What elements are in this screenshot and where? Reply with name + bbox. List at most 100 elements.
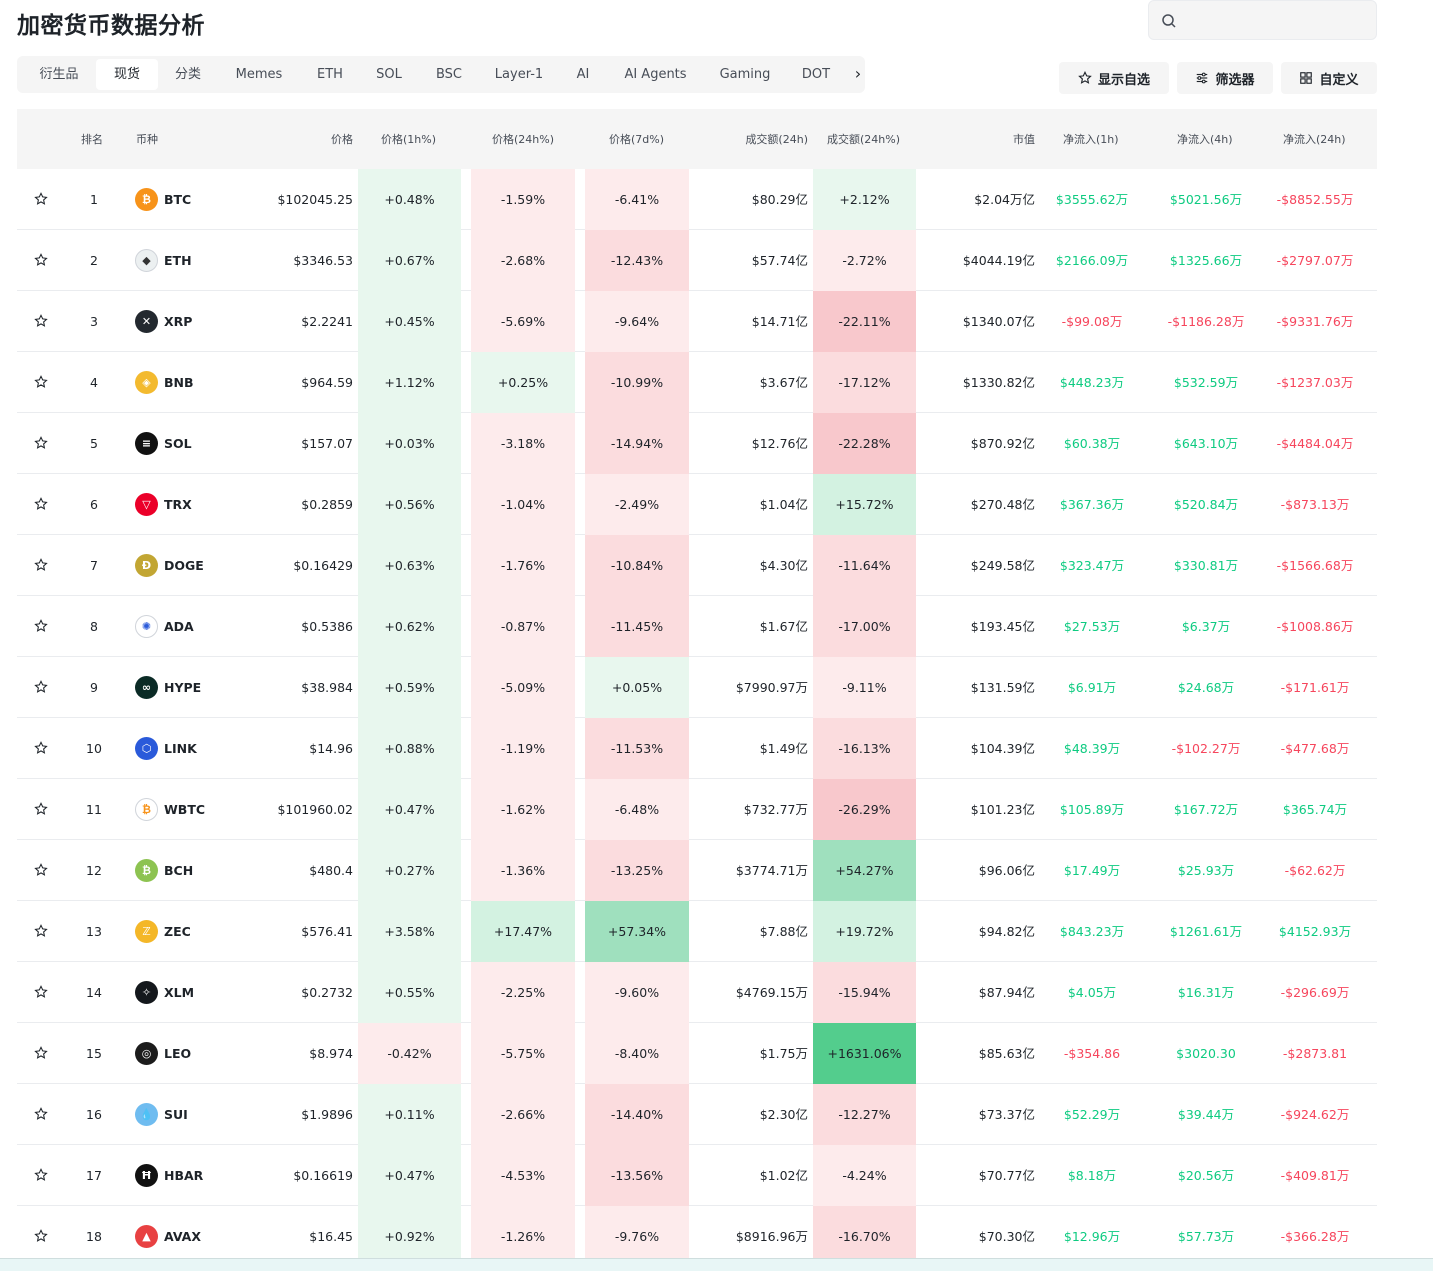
table-row[interactable]: 11 ₿ WBTC $101960.02 +0.47% -1.62% -6.48% $732.… — [17, 779, 1377, 840]
watchlist-star-icon[interactable] — [34, 436, 48, 450]
search-box[interactable] — [1148, 0, 1377, 40]
table-row[interactable]: 1 ₿ BTC $102045.25 +0.48% -1.59% -6.41% $80.29亿… — [17, 169, 1377, 230]
watchlist-star-icon[interactable] — [34, 863, 48, 877]
table-row[interactable]: 3 ✕ XRP $2.2241 +0.45% -5.69% -9.64% $14.71亿 -22… — [17, 291, 1377, 352]
table-row[interactable]: 2 ◆ ETH $3346.53 +0.67% -2.68% -12.43% $57.74亿 -… — [17, 230, 1377, 291]
chevron-right-icon[interactable]: › — [854, 64, 862, 83]
volume-change-24h: +19.72% — [835, 924, 894, 939]
heat-cell — [471, 962, 575, 1023]
netflow-1h: -$354.86 — [1063, 1046, 1121, 1061]
coin-symbol[interactable]: LEO — [164, 1046, 192, 1061]
coin-symbol[interactable]: TRX — [164, 497, 192, 512]
table-row[interactable]: 4 ◈ BNB $964.59 +1.12% +0.25% -10.99% $3.67亿 -17… — [17, 352, 1377, 413]
volume-24h: $3774.71万 — [735, 863, 808, 878]
price-change-1h: -0.42% — [387, 1046, 432, 1061]
coin-symbol[interactable]: ZEC — [164, 924, 191, 939]
watchlist-star-icon[interactable] — [34, 802, 48, 816]
coin-symbol[interactable]: DOGE — [164, 558, 204, 573]
table-row[interactable]: 7 Ð DOGE $0.16429 +0.63% -1.76% -10.84% $4.30亿 -… — [17, 535, 1377, 596]
watchlist-star-icon[interactable] — [34, 1046, 48, 1060]
watchlist-star-icon[interactable] — [34, 1168, 48, 1182]
coin-symbol[interactable]: SOL — [164, 436, 192, 451]
bitcoin-icon: ₿ — [135, 188, 158, 211]
table-row[interactable]: 17 Ħ HBAR $0.16619 +0.47% -4.53% -13.56% $1.02亿… — [17, 1145, 1377, 1206]
watchlist-star-icon[interactable] — [34, 985, 48, 999]
watchlist-star-icon[interactable] — [34, 1229, 48, 1243]
col-price-24h[interactable]: 价格(24h%) — [492, 133, 555, 146]
coin-symbol[interactable]: SUI — [164, 1107, 188, 1122]
coin-symbol[interactable]: AVAX — [164, 1229, 201, 1244]
watchlist-star-icon[interactable] — [34, 253, 48, 267]
table-row[interactable]: 6 ▽ TRX $0.2859 +0.56% -1.04% -2.49% $1.04亿 +15.… — [17, 474, 1377, 535]
watchlist-star-icon[interactable] — [34, 1107, 48, 1121]
coin-symbol[interactable]: BCH — [164, 863, 194, 878]
heat-cell — [358, 779, 461, 840]
col-netflow-1h[interactable]: 净流入(1h) — [1063, 133, 1119, 146]
horizontal-scrollbar[interactable] — [0, 1258, 1433, 1271]
col-market-cap[interactable]: 市值 — [1013, 133, 1035, 146]
coin-symbol[interactable]: WBTC — [164, 802, 206, 817]
netflow-1h: $27.53万 — [1063, 619, 1121, 634]
price: $0.2732 — [301, 985, 353, 1000]
table-row[interactable]: 8 ✺ ADA $0.5386 +0.62% -0.87% -11.45% $1.67亿 -17… — [17, 596, 1377, 657]
col-price-1h[interactable]: 价格(1h%) — [381, 133, 437, 146]
col-netflow-4h[interactable]: 净流入(4h) — [1177, 133, 1233, 146]
filter-label: 筛选器 — [1215, 72, 1255, 88]
table-row[interactable]: 14 ✧ XLM $0.2732 +0.55% -2.25% -9.60% $4769.15万… — [17, 962, 1377, 1023]
coin-symbol[interactable]: ETH — [164, 253, 192, 268]
tab-dot[interactable]: DOT — [801, 67, 831, 82]
watchlist-star-icon[interactable] — [34, 497, 48, 511]
coin-symbol[interactable]: HBAR — [164, 1168, 204, 1183]
coin-symbol[interactable]: XLM — [164, 985, 195, 1000]
tab-ai-agents[interactable]: AI Agents — [624, 67, 687, 82]
col-volume-change[interactable]: 成交额(24h%) — [827, 133, 901, 146]
tab-分类[interactable]: 分类 — [174, 67, 201, 82]
table-row[interactable]: 9 ∞ HYPE $38.984 +0.59% -5.09% +0.05% $7990.97万… — [17, 657, 1377, 718]
table-row[interactable]: 10 ⬡ LINK $14.96 +0.88% -1.19% -11.53% $1.49亿 -1… — [17, 718, 1377, 779]
tab-layer-1[interactable]: Layer-1 — [494, 67, 544, 82]
customize-button[interactable]: 自定义 — [1281, 62, 1377, 94]
coin-symbol[interactable]: BTC — [164, 192, 192, 207]
price-change-24h: -1.62% — [500, 802, 546, 817]
watchlist-star-icon[interactable] — [34, 619, 48, 633]
col-price[interactable]: 价格 — [331, 133, 353, 146]
col-price-7d[interactable]: 价格(7d%) — [609, 133, 665, 146]
table-row[interactable]: 18 ▲ AVAX $16.45 +0.92% -1.26% -9.76% $8916.96万… — [17, 1206, 1377, 1267]
tab-sol[interactable]: SOL — [376, 67, 402, 82]
netflow-24h: -$1237.03万 — [1276, 375, 1354, 390]
watchlist-star-icon[interactable] — [34, 192, 48, 206]
col-netflow-24h[interactable]: 净流入(24h) — [1283, 133, 1346, 146]
tab-衍生品[interactable]: 衍生品 — [39, 67, 79, 82]
watchlist-star-icon[interactable] — [34, 924, 48, 938]
coin-symbol[interactable]: HYPE — [164, 680, 202, 695]
coin-symbol[interactable]: BNB — [164, 375, 194, 390]
heat-cell — [358, 1145, 461, 1206]
show-watchlist-button[interactable]: 显示自选 — [1059, 62, 1169, 94]
tab-memes[interactable]: Memes — [235, 67, 283, 82]
watchlist-star-icon[interactable] — [34, 314, 48, 328]
col-volume[interactable]: 成交额(24h) — [745, 133, 808, 146]
coin-symbol[interactable]: XRP — [164, 314, 193, 329]
col-coin[interactable]: 币种 — [136, 133, 158, 146]
price-change-7d: -10.99% — [610, 375, 664, 390]
filter-button[interactable]: 筛选器 — [1177, 62, 1273, 94]
coin-symbol[interactable]: LINK — [164, 741, 197, 756]
col-rank[interactable]: 排名 — [81, 133, 103, 146]
tab-现货[interactable]: 现货 — [96, 59, 158, 90]
table-row[interactable]: 16 💧 SUI $1.9896 +0.11% -2.66% -14.40% $2.30亿 -1… — [17, 1084, 1377, 1145]
tab-bsc[interactable]: BSC — [435, 67, 463, 82]
tab-gaming[interactable]: Gaming — [719, 67, 771, 82]
watchlist-star-icon[interactable] — [34, 741, 48, 755]
watchlist-star-icon[interactable] — [34, 375, 48, 389]
table-row[interactable]: 5 ≡ SOL $157.07 +0.03% -3.18% -14.94% $12.76亿 -2… — [17, 413, 1377, 474]
watchlist-star-icon[interactable] — [34, 558, 48, 572]
tab-ai[interactable]: AI — [576, 67, 590, 82]
table-row[interactable]: 15 ◎ LEO $8.974 -0.42% -5.75% -8.40% $1.75万 +163… — [17, 1023, 1377, 1084]
coin-symbol[interactable]: ADA — [164, 619, 194, 634]
table-row[interactable]: 12 ₿ BCH $480.4 +0.27% -1.36% -13.25% $3774.71万… — [17, 840, 1377, 901]
search-input[interactable] — [1187, 7, 1367, 35]
tab-eth[interactable]: ETH — [317, 67, 343, 82]
watchlist-star-icon[interactable] — [34, 680, 48, 694]
netflow-4h: $6.37万 — [1181, 619, 1231, 634]
table-row[interactable]: 13 ℤ ZEC $576.41 +3.58% +17.47% +57.34% $7.88亿 +… — [17, 901, 1377, 962]
